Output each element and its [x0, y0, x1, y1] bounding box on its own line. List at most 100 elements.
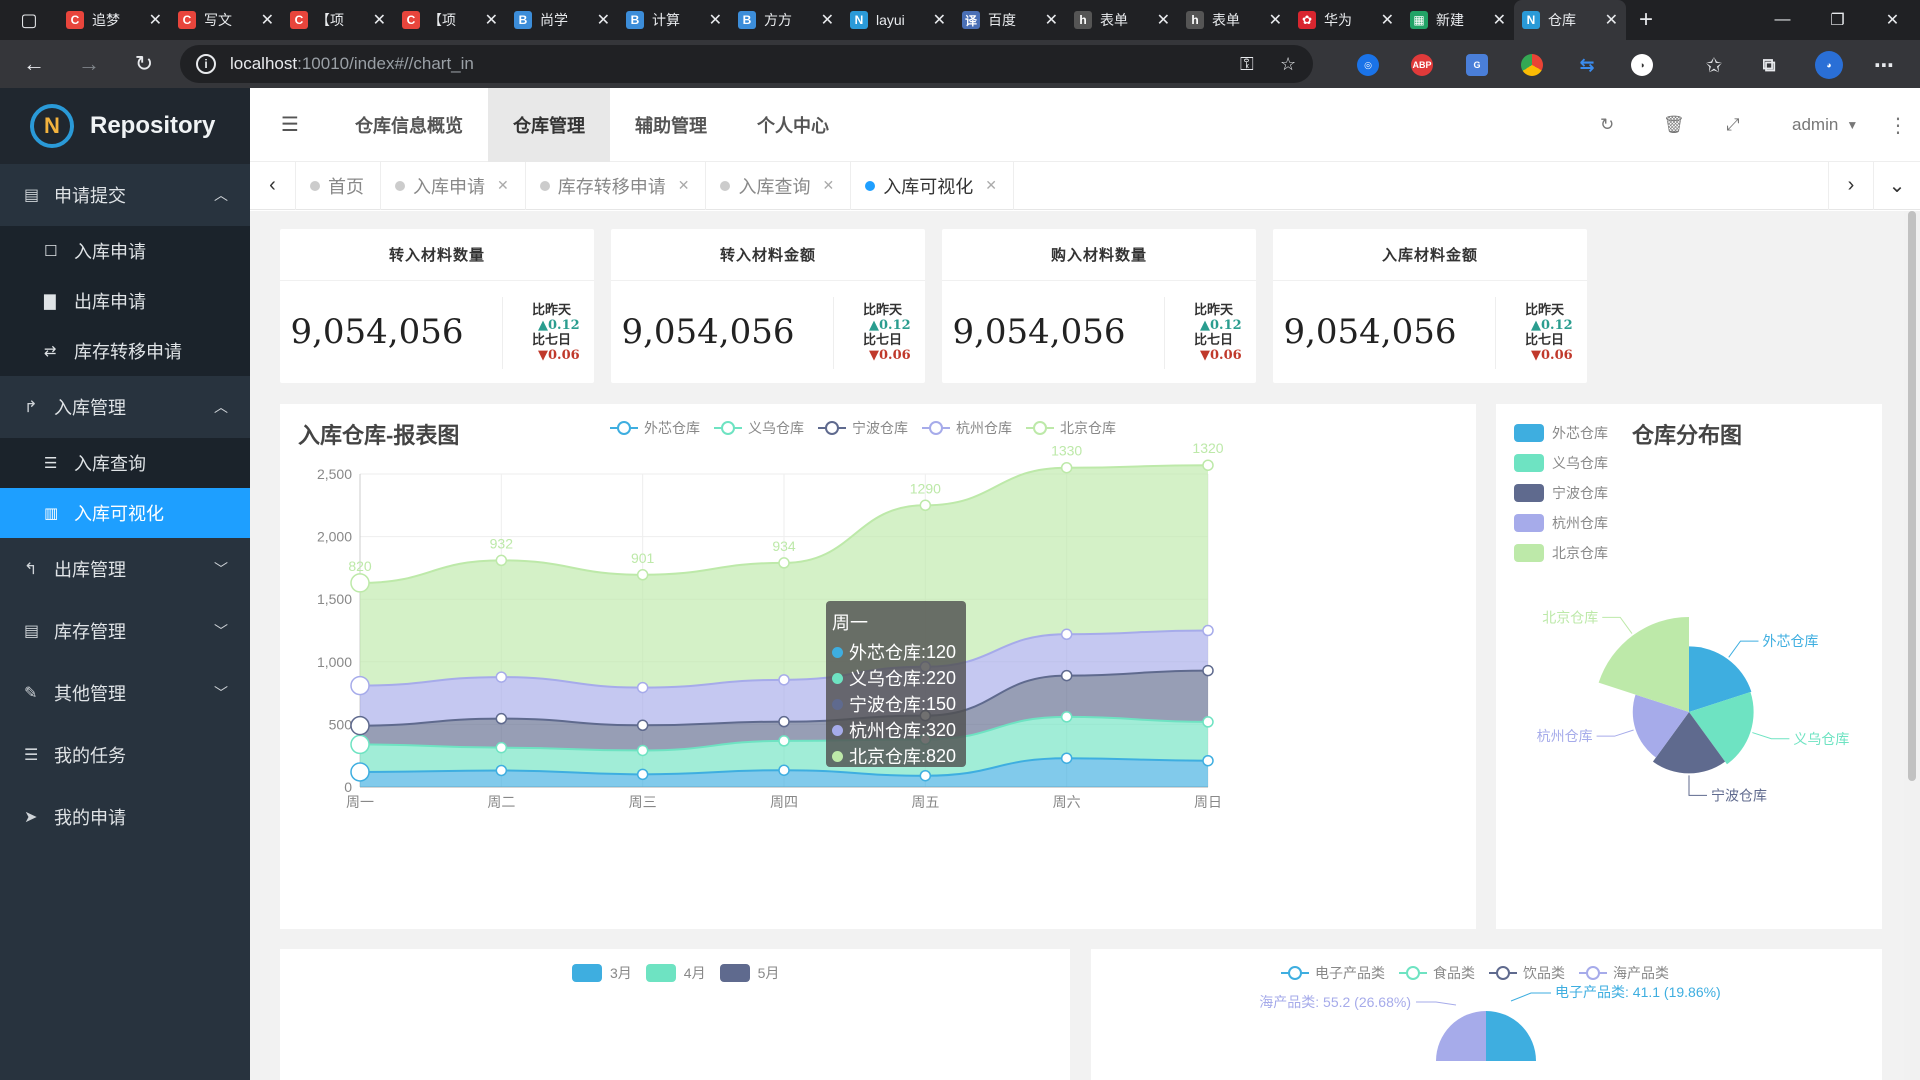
page-tab[interactable]: 首页: [296, 161, 381, 210]
sidebar-group[interactable]: ↰ 出库管理 ﹀: [0, 538, 250, 600]
sidebar-group[interactable]: ☰ 我的任务: [0, 724, 250, 786]
sidebar-item[interactable]: ⇄ 库存转移申请: [0, 326, 250, 376]
data-point[interactable]: [778, 674, 790, 686]
data-point[interactable]: [1202, 754, 1214, 767]
data-point[interactable]: [1060, 669, 1073, 682]
add-favorite-icon[interactable]: ☆: [1280, 53, 1297, 74]
pie-legend-item[interactable]: 外芯仓库: [1514, 418, 1608, 448]
close-tab-icon[interactable]: ✕: [372, 12, 386, 29]
data-point[interactable]: [636, 569, 649, 581]
data-point[interactable]: [1060, 711, 1073, 723]
data-point[interactable]: [495, 712, 508, 725]
legend-item[interactable]: 3月: [572, 963, 632, 983]
address-bar[interactable]: i localhost:10010/index#//chart_in ⚿ ☆: [180, 45, 1313, 83]
legend-item[interactable]: 饮品类: [1489, 963, 1565, 983]
sidebar-item[interactable]: ▥ 入库可视化: [0, 488, 250, 538]
close-page-tab-icon[interactable]: ✕: [822, 177, 835, 193]
legend-item[interactable]: 外芯仓库: [610, 418, 700, 438]
tabs-dropdown-icon[interactable]: ⌄: [1888, 175, 1906, 197]
pie-slice[interactable]: [1689, 692, 1754, 765]
content-scrollbar[interactable]: [1904, 211, 1920, 1080]
close-tab-icon[interactable]: ✕: [1156, 12, 1170, 29]
collections-icon[interactable]: ⧉: [1762, 54, 1776, 75]
sidebar-group[interactable]: ▤ 库存管理 ﹀: [0, 600, 250, 662]
legend-item[interactable]: 北京仓库: [1026, 418, 1116, 438]
data-point[interactable]: [636, 744, 649, 757]
close-tab-icon[interactable]: ✕: [820, 12, 834, 29]
browser-tab[interactable]: C 【项 ✕: [394, 0, 506, 40]
sidebar-group[interactable]: ↱ 入库管理 ︿: [0, 376, 250, 438]
browser-tab[interactable]: C 追梦 ✕: [58, 0, 170, 40]
data-point[interactable]: [636, 681, 649, 694]
sidebar-item[interactable]: ▇ 出库申请: [0, 276, 250, 326]
data-point[interactable]: [350, 715, 370, 736]
sidebar-item[interactable]: ☐ 入库申请: [0, 226, 250, 276]
data-point[interactable]: [778, 557, 790, 569]
extension-2-icon[interactable]: ◑: [1631, 54, 1653, 76]
browser-tab[interactable]: h 表单 ✕: [1178, 0, 1290, 40]
data-point[interactable]: [1202, 716, 1214, 728]
browser-tab[interactable]: B 方方 ✕: [730, 0, 842, 40]
app-logo[interactable]: N Repository: [0, 88, 250, 164]
fullscreen-icon[interactable]: ⤢: [1726, 115, 1740, 134]
pie-legend-item[interactable]: 北京仓库: [1514, 538, 1608, 568]
adblock-icon[interactable]: ABP: [1411, 54, 1433, 76]
browser-tab[interactable]: 译百度 ✕: [954, 0, 1066, 40]
tab-actions-icon[interactable]: ▢: [20, 9, 38, 30]
close-page-tab-icon[interactable]: ✕: [497, 177, 509, 193]
close-tab-icon[interactable]: ✕: [1604, 12, 1618, 29]
favorites-icon[interactable]: ✩: [1705, 54, 1723, 77]
more-vertical-icon[interactable]: ⋮: [1888, 114, 1908, 137]
clear-cache-icon[interactable]: 🗑: [1663, 115, 1685, 134]
close-tab-icon[interactable]: ✕: [484, 12, 498, 29]
translate-icon[interactable]: G: [1466, 54, 1488, 76]
close-tab-icon[interactable]: ✕: [1044, 12, 1058, 29]
close-tab-icon[interactable]: ✕: [260, 12, 274, 29]
data-point[interactable]: [636, 768, 649, 781]
legend-item[interactable]: 4月: [645, 963, 706, 983]
close-tab-icon[interactable]: ✕: [708, 12, 722, 29]
data-point[interactable]: [919, 499, 932, 512]
data-point[interactable]: [778, 735, 790, 747]
legend-item[interactable]: 宁波仓库: [818, 418, 908, 438]
collections-sync-icon[interactable]: ⇆: [1579, 54, 1595, 75]
legend-item[interactable]: 食品类: [1399, 963, 1475, 983]
browser-tab[interactable]: B 计算 ✕: [618, 0, 730, 40]
close-page-tab-icon[interactable]: ✕: [985, 177, 997, 193]
data-point[interactable]: [350, 762, 370, 782]
close-page-tab-icon[interactable]: ✕: [677, 177, 690, 193]
header-nav-item[interactable]: 个人中心: [757, 115, 829, 136]
close-window-icon[interactable]: ✕: [1885, 12, 1900, 29]
pie-slice[interactable]: [1632, 694, 1689, 758]
browser-tab[interactable]: N 仓库 ✕: [1514, 0, 1626, 40]
user-menu[interactable]: admin ▼: [1792, 88, 1858, 162]
legend-item[interactable]: 海产品类: [1579, 963, 1669, 983]
pie-legend-item[interactable]: 宁波仓库: [1514, 478, 1608, 508]
browser-tab[interactable]: ▦ 新建 ✕: [1402, 0, 1514, 40]
pie-legend-item[interactable]: 杭州仓库: [1514, 508, 1608, 538]
pie-slice[interactable]: [1689, 646, 1752, 712]
legend-item[interactable]: 杭州仓库: [922, 418, 1012, 438]
data-point[interactable]: [495, 741, 508, 754]
tabs-scroll-left-icon[interactable]: ‹: [250, 161, 296, 210]
legend-item[interactable]: 5月: [719, 963, 779, 983]
pie-legend-item[interactable]: 义乌仓库: [1514, 448, 1608, 478]
minimize-window-icon[interactable]: —: [1774, 11, 1791, 28]
page-tab[interactable]: 入库可视化 ✕: [851, 161, 1014, 210]
data-point[interactable]: [350, 573, 370, 593]
header-nav-item[interactable]: 仓库信息概览: [355, 115, 463, 136]
sidebar-item[interactable]: ☰ 入库查询: [0, 438, 250, 488]
profile-avatar[interactable]: ◕: [1815, 51, 1843, 79]
data-point[interactable]: [636, 719, 649, 732]
data-point[interactable]: [495, 554, 508, 567]
page-tab[interactable]: 库存转移申请 ✕: [526, 161, 707, 210]
legend-item[interactable]: 电子产品类: [1281, 963, 1385, 983]
close-tab-icon[interactable]: ✕: [1268, 12, 1282, 29]
data-point[interactable]: [350, 675, 370, 696]
site-info-icon[interactable]: i: [196, 54, 216, 74]
header-nav-item[interactable]: 仓库管理: [488, 87, 610, 162]
data-point[interactable]: [1060, 752, 1073, 764]
data-point[interactable]: [1060, 461, 1073, 474]
key-icon[interactable]: ⚿: [1240, 53, 1254, 74]
